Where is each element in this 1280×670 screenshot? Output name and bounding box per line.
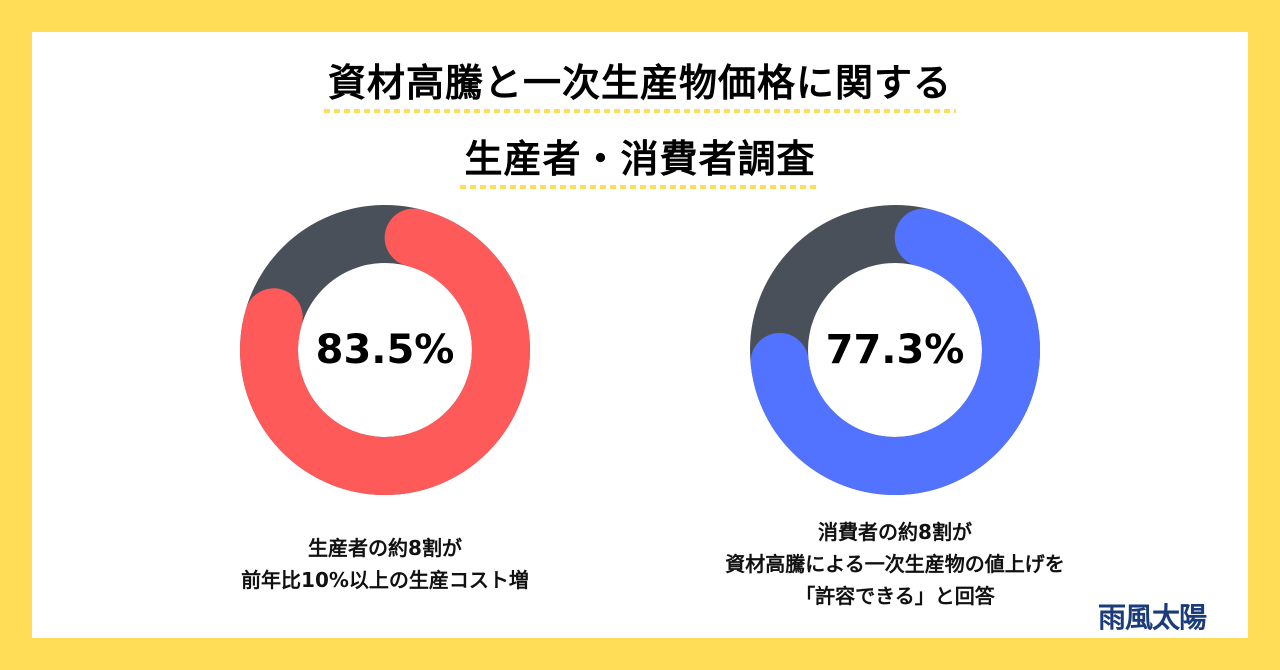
producer-caption-line-2: 前年比10%以上の生産コスト増	[241, 568, 529, 592]
consumer-donut-chart: 77.3%	[750, 205, 1040, 495]
title-text-1: 資材高騰と一次生産物価格に関する	[323, 52, 956, 113]
consumer-caption: 消費者の約8割が 資材高騰による一次生産物の値上げを 「許容できる」と回答	[645, 516, 1145, 612]
producer-percentage: 83.5%	[315, 327, 455, 373]
title-line-2: 生産者・消費者調査	[0, 128, 1280, 189]
consumer-donut-svg	[750, 205, 1040, 495]
consumer-caption-line-2: 資材高騰による一次生産物の値上げを	[725, 552, 1065, 576]
consumer-caption-line-3: 「許容できる」と回答	[795, 584, 995, 608]
producer-caption: 生産者の約8割が 前年比10%以上の生産コスト増	[185, 532, 585, 596]
consumer-percentage: 77.3%	[825, 327, 965, 373]
title-line-1: 資材高騰と一次生産物価格に関する	[0, 52, 1280, 113]
brand-logo: 雨風太陽	[1098, 601, 1207, 634]
producer-donut-chart: 83.5%	[240, 205, 530, 495]
producer-caption-line-1: 生産者の約8割が	[308, 536, 462, 560]
consumer-caption-line-1: 消費者の約8割が	[818, 520, 972, 544]
producer-value-arc	[240, 205, 530, 495]
consumer-value-arc	[750, 205, 1040, 495]
producer-donut-svg	[240, 205, 530, 495]
title-text-2: 生産者・消費者調査	[460, 128, 820, 189]
